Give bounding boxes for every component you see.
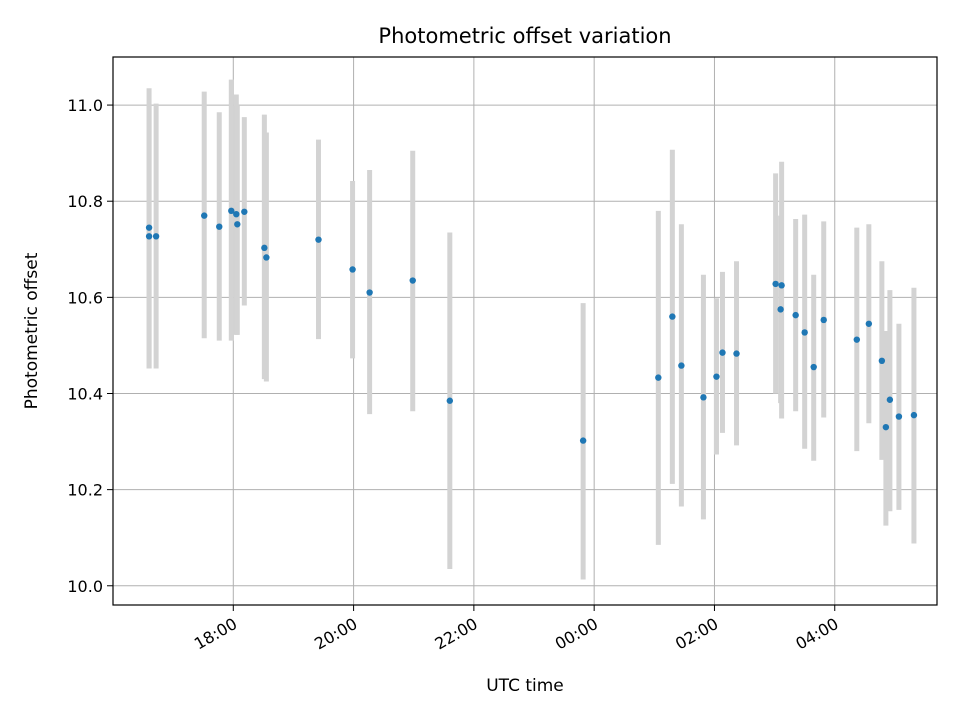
data-point xyxy=(315,236,322,243)
y-axis: 10.0 10.2 10.4 10.6 10.8 11.0 xyxy=(67,96,113,596)
data-point xyxy=(446,397,454,404)
data-point xyxy=(792,311,799,319)
plot-frame xyxy=(112,56,938,606)
y-tick-label: 10.2 xyxy=(67,481,103,500)
data-point xyxy=(820,316,827,324)
data-point xyxy=(655,374,662,381)
data-point xyxy=(801,329,808,336)
x-tick-label: 18:00 xyxy=(191,614,240,654)
error-bars xyxy=(146,79,917,580)
data-point xyxy=(882,423,890,431)
data-point xyxy=(233,210,240,218)
data-point xyxy=(678,362,685,369)
y-tick-label: 10.0 xyxy=(67,577,103,596)
data-point xyxy=(777,306,784,313)
data-point xyxy=(228,207,235,215)
data-point xyxy=(719,349,726,356)
data-point xyxy=(853,336,861,343)
y-axis-label: Photometric offset xyxy=(22,252,42,409)
data-point xyxy=(152,233,160,240)
data-point xyxy=(910,411,918,419)
data-point xyxy=(349,266,356,273)
data-point xyxy=(145,224,153,231)
data-point xyxy=(261,244,268,252)
data-point xyxy=(409,277,416,284)
data-point xyxy=(241,208,248,215)
x-tick-label: 04:00 xyxy=(792,614,841,654)
data-point xyxy=(865,320,873,327)
data-point xyxy=(216,223,223,230)
data-point xyxy=(713,373,720,380)
data-point xyxy=(145,233,153,240)
data-point xyxy=(895,413,903,420)
x-tick-label: 20:00 xyxy=(311,614,360,654)
data-point xyxy=(201,212,208,219)
data-point xyxy=(778,282,785,289)
y-tick-label: 10.4 xyxy=(67,384,103,403)
y-tick-label: 10.8 xyxy=(67,192,103,211)
data-point xyxy=(810,363,817,371)
data-point xyxy=(669,313,676,320)
chart-title: Photometric offset variation xyxy=(378,24,671,48)
data-point xyxy=(579,437,587,444)
y-tick-label: 10.6 xyxy=(67,288,103,307)
x-axis-label: UTC time xyxy=(486,676,564,696)
data-points xyxy=(145,207,918,444)
x-tick-label: 02:00 xyxy=(672,614,721,654)
data-point xyxy=(878,357,886,365)
x-tick-label: 00:00 xyxy=(552,614,601,654)
data-point xyxy=(733,350,740,357)
x-axis: 18:00 20:00 22:00 00:00 02:00 04:00 xyxy=(191,605,842,654)
data-point xyxy=(234,221,241,228)
y-tick-label: 11.0 xyxy=(67,96,103,115)
data-point xyxy=(366,289,373,296)
data-point xyxy=(772,280,779,288)
x-tick-label: 22:00 xyxy=(431,614,480,654)
data-point xyxy=(886,396,894,403)
data-point xyxy=(700,394,707,401)
data-point xyxy=(263,254,270,261)
